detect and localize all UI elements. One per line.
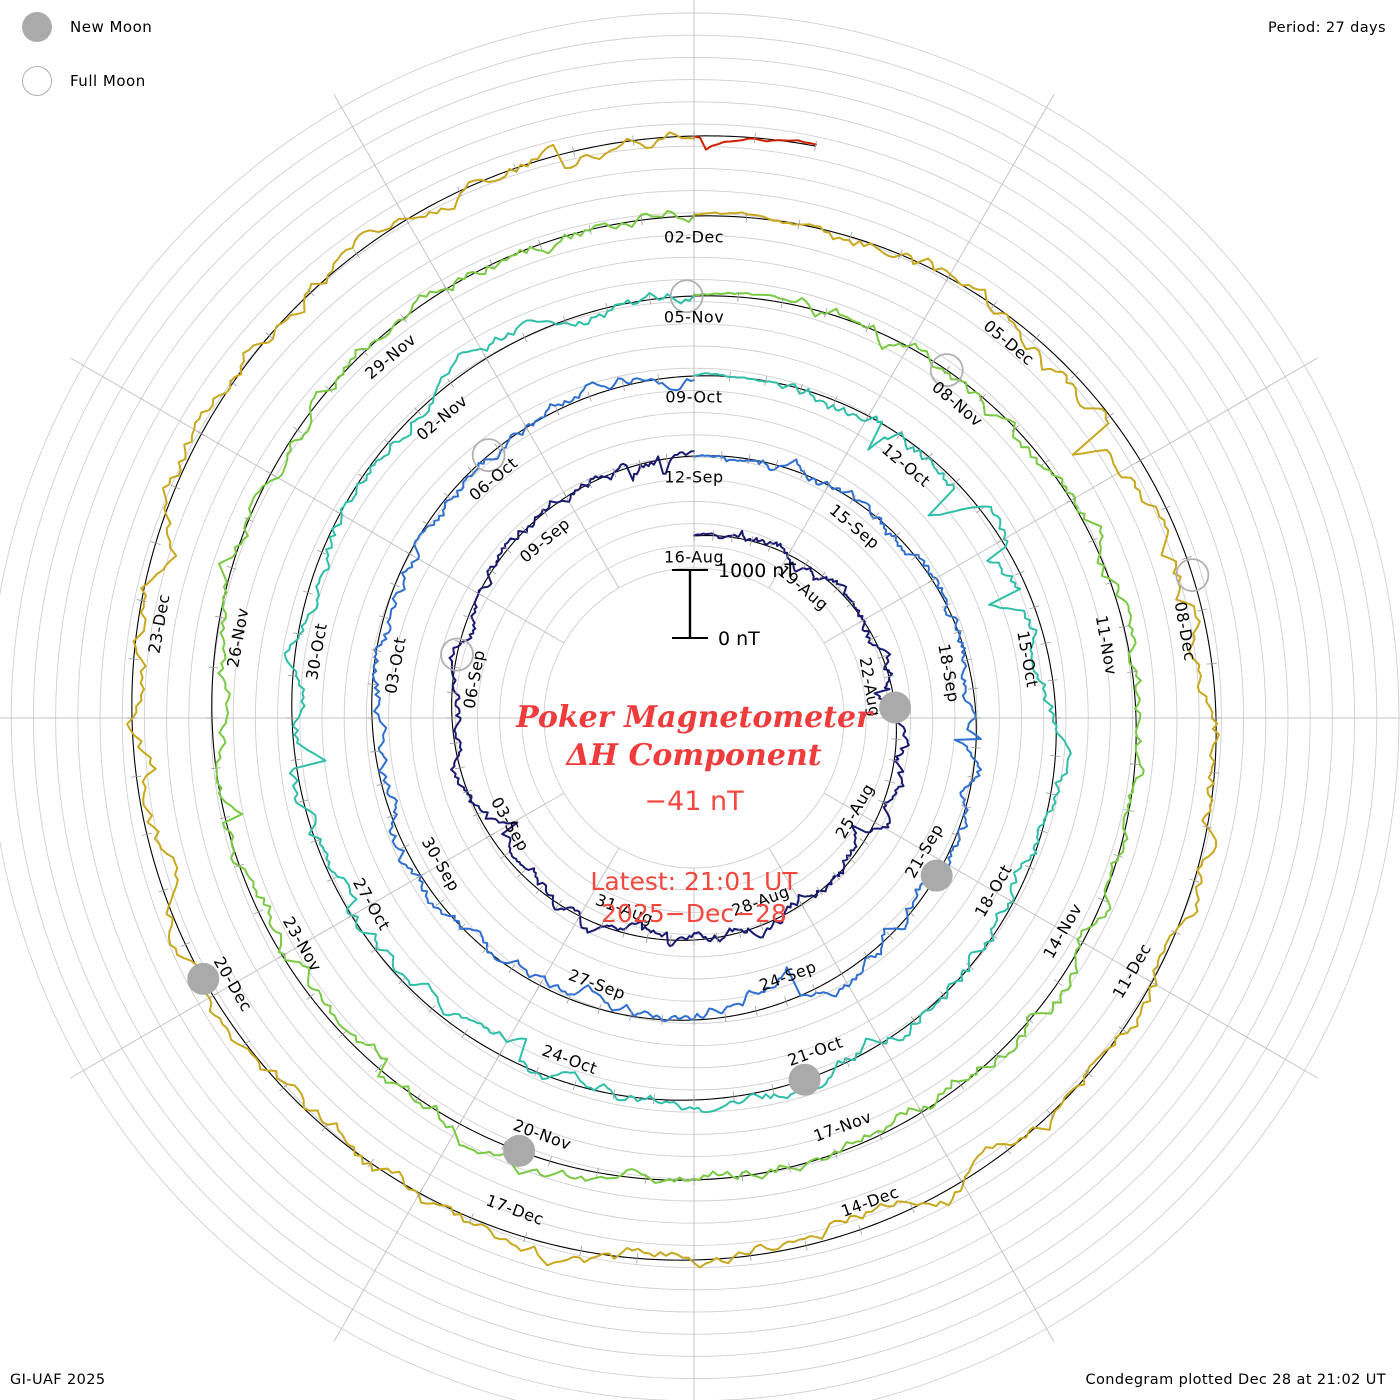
new-moon-marker: [920, 859, 953, 892]
date-label: 17-Dec: [483, 1191, 546, 1229]
full-moon-icon: [22, 66, 52, 96]
date-label: 16-Aug: [664, 548, 724, 567]
date-label: 29-Nov: [361, 330, 419, 383]
date-label: 15-Oct: [1013, 629, 1042, 689]
latest-date: 2025−Dec−28: [601, 899, 787, 928]
date-label: 15-Sep: [826, 500, 884, 553]
date-label: 11-Nov: [1092, 614, 1121, 677]
footer-credit: GI-UAF 2025: [10, 1372, 106, 1388]
legend-new-moon-label: New Moon: [70, 18, 153, 36]
date-label: 08-Nov: [928, 377, 986, 430]
full-moon-marker: [440, 637, 474, 672]
date-label: 06-Sep: [460, 648, 489, 710]
current-value: −41 nT: [644, 786, 744, 817]
full-moon-marker: [1175, 558, 1210, 592]
minor-ticks: [127, 131, 1221, 1265]
new-moon-marker: [879, 691, 912, 724]
title-line-1: Poker Magnetometer: [515, 700, 874, 735]
full-moon-marker: [669, 279, 704, 314]
new-moon-icon: [22, 12, 52, 42]
footer-plot-time: Condegram plotted Dec 28 at 21:02 UT: [1085, 1372, 1386, 1388]
date-label: 30-Oct: [302, 622, 331, 682]
moon-markers: [187, 279, 1210, 1167]
period-label: Period: 27 days: [1268, 20, 1386, 36]
date-label: 17-Nov: [811, 1107, 874, 1145]
date-label: 05-Dec: [980, 316, 1038, 369]
trace-turn-3: [215, 209, 1145, 1184]
scale-bar: 1000 nT 0 nT: [672, 560, 796, 650]
date-label: 09-Sep: [516, 514, 574, 567]
date-label: 02-Dec: [664, 228, 724, 247]
date-label: 24-Sep: [757, 957, 819, 995]
legend-full-moon-label: Full Moon: [70, 72, 146, 90]
new-moon-marker: [187, 962, 220, 995]
center-title-block: Poker Magnetometer ΔH Component −41 nT L…: [515, 700, 874, 928]
date-label: 09-Oct: [665, 388, 722, 407]
scale-bottom-label: 0 nT: [718, 628, 760, 650]
date-label: 30-Sep: [418, 834, 464, 895]
date-label: 26-Nov: [223, 606, 252, 669]
date-label: 12-Sep: [664, 468, 723, 487]
date-label: 03-Oct: [381, 636, 410, 696]
legend-new-moon: New Moon: [22, 12, 152, 42]
date-label: 11-Dec: [1109, 940, 1156, 1002]
date-label: 18-Oct: [971, 861, 1016, 920]
full-moon-marker: [471, 438, 506, 473]
date-label: 23-Dec: [144, 592, 173, 654]
title-line-2: ΔH Component: [564, 738, 821, 773]
full-moon-marker: [929, 353, 964, 388]
date-label: 14-Nov: [1039, 900, 1086, 962]
scale-top-label: 1000 nT: [718, 560, 796, 582]
date-label: 27-Sep: [566, 965, 628, 1003]
latest-time: Latest: 21:01 UT: [590, 867, 798, 896]
date-label: 05-Nov: [664, 308, 724, 327]
new-moon-marker: [503, 1134, 536, 1167]
new-moon-marker: [788, 1063, 821, 1096]
date-label: 18-Sep: [934, 642, 963, 704]
legend-full-moon: Full Moon: [22, 66, 146, 96]
turn-baselines: [131, 135, 1217, 1261]
